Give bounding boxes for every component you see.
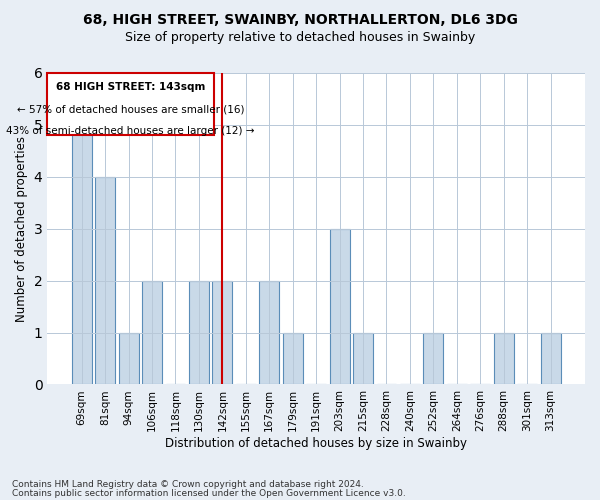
- Text: Contains public sector information licensed under the Open Government Licence v3: Contains public sector information licen…: [12, 488, 406, 498]
- Bar: [189, 280, 209, 384]
- Bar: [424, 332, 443, 384]
- Text: 43% of semi-detached houses are larger (12) →: 43% of semi-detached houses are larger (…: [6, 126, 255, 136]
- Bar: [353, 332, 373, 384]
- Bar: [95, 177, 115, 384]
- Bar: [283, 332, 302, 384]
- Text: Contains HM Land Registry data © Crown copyright and database right 2024.: Contains HM Land Registry data © Crown c…: [12, 480, 364, 489]
- Bar: [541, 332, 560, 384]
- Bar: [142, 280, 162, 384]
- Bar: [72, 125, 92, 384]
- Bar: [494, 332, 514, 384]
- Bar: [212, 280, 232, 384]
- Text: 68 HIGH STREET: 143sqm: 68 HIGH STREET: 143sqm: [56, 82, 205, 92]
- Text: ← 57% of detached houses are smaller (16): ← 57% of detached houses are smaller (16…: [17, 104, 244, 114]
- Bar: [259, 280, 279, 384]
- Bar: [119, 332, 139, 384]
- Bar: [329, 228, 350, 384]
- Y-axis label: Number of detached properties: Number of detached properties: [15, 136, 28, 322]
- Text: Size of property relative to detached houses in Swainby: Size of property relative to detached ho…: [125, 31, 475, 44]
- FancyBboxPatch shape: [47, 73, 214, 136]
- X-axis label: Distribution of detached houses by size in Swainby: Distribution of detached houses by size …: [165, 437, 467, 450]
- Text: 68, HIGH STREET, SWAINBY, NORTHALLERTON, DL6 3DG: 68, HIGH STREET, SWAINBY, NORTHALLERTON,…: [83, 12, 517, 26]
